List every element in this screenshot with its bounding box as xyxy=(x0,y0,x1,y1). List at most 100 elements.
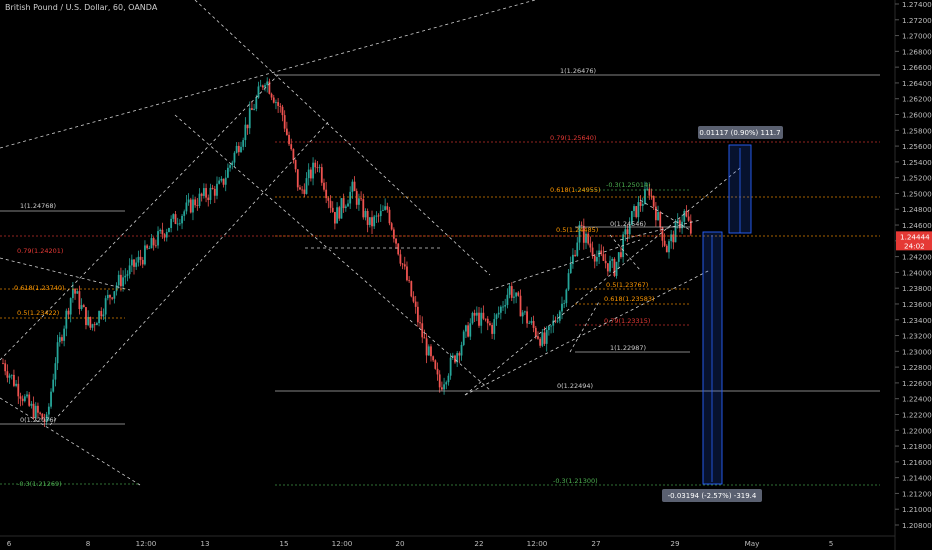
candle-body xyxy=(416,306,419,323)
candle-body xyxy=(222,178,225,185)
candle-body xyxy=(19,396,22,399)
candle-body xyxy=(279,105,282,107)
candle-body xyxy=(106,294,109,299)
candle-body xyxy=(69,298,72,315)
candle-body xyxy=(475,312,478,316)
candle-body xyxy=(596,256,598,262)
candle-body xyxy=(183,211,186,216)
candle-body xyxy=(148,248,151,250)
candle-body xyxy=(659,212,662,228)
candle-body xyxy=(425,338,428,356)
candle-body xyxy=(237,145,240,153)
candle-body xyxy=(486,318,489,324)
candle-body xyxy=(290,144,293,150)
candle-body xyxy=(646,188,649,190)
candle-body xyxy=(563,303,566,304)
candle-body xyxy=(327,198,330,201)
candle-body xyxy=(244,124,247,141)
price-tick-label: 1.27400 xyxy=(902,0,932,9)
candle-body xyxy=(364,210,367,218)
candle-body xyxy=(146,245,149,249)
candle-body xyxy=(165,231,168,238)
candle-body xyxy=(13,374,15,386)
candle-body xyxy=(41,413,44,420)
candle-body xyxy=(61,337,63,341)
candle-body xyxy=(541,332,544,346)
candle-body xyxy=(633,206,635,212)
candle-body xyxy=(543,332,546,344)
candle-body xyxy=(333,212,336,224)
candle-body xyxy=(412,296,415,302)
trend-line xyxy=(609,234,641,271)
candle-body xyxy=(82,305,85,308)
candle-body xyxy=(157,231,159,246)
candle-body xyxy=(397,243,400,255)
price-tick-label: 1.27200 xyxy=(902,16,932,25)
candle-body xyxy=(362,199,365,218)
candle-body xyxy=(126,274,129,276)
price-tick-label: 1.25000 xyxy=(902,189,932,198)
candle-body xyxy=(95,323,98,326)
candle-body xyxy=(406,266,408,281)
price-tick-label: 1.26600 xyxy=(902,63,932,72)
fib-level-label: -0.3(1.21269) xyxy=(17,480,62,488)
candle-body xyxy=(674,222,677,243)
candle-body xyxy=(211,187,214,189)
price-axis[interactable]: 1.27400 1.27200 1.27000 1.26800 1.26600 1.264… xyxy=(894,0,932,550)
candle-body xyxy=(172,214,175,219)
candle-body xyxy=(32,403,35,418)
symbol-title: British Pound / U.S. Dollar, 60, OANDA xyxy=(5,3,158,12)
candle-body xyxy=(242,140,245,147)
trend-line xyxy=(569,299,601,353)
candle-body xyxy=(294,159,297,170)
candle-body xyxy=(602,254,605,261)
measure-tool[interactable]: 0.01117 (0.90%) 111.7 -0.03194 (-2.57%) -… xyxy=(662,126,783,502)
time-tick-label: 8 xyxy=(86,539,91,548)
candle-body xyxy=(440,387,443,390)
fib-level-label: -0.3(1.25014) xyxy=(606,181,651,189)
candle-body xyxy=(454,355,456,363)
candle-body xyxy=(480,312,483,326)
candle-body xyxy=(421,323,424,338)
candle-body xyxy=(375,215,378,217)
candle-body xyxy=(152,238,155,246)
candle-body xyxy=(467,325,469,337)
candle-body xyxy=(58,337,61,343)
candle-body xyxy=(355,191,358,205)
fib-level-label: 0(1.22076) xyxy=(20,416,56,424)
time-tick-label: 6 xyxy=(7,539,12,548)
candle-body xyxy=(87,316,90,326)
candle-body xyxy=(220,178,223,181)
candle-body xyxy=(432,356,435,361)
candle-body xyxy=(209,187,212,200)
candle-body xyxy=(528,322,531,324)
measure-up-tooltip xyxy=(698,126,783,139)
candle-body xyxy=(685,210,688,217)
candle-body xyxy=(395,238,397,244)
candle-body xyxy=(93,324,96,326)
price-tick-label: 1.24200 xyxy=(902,253,932,262)
candle-body xyxy=(572,254,574,264)
candle-body xyxy=(128,265,131,275)
candle-body xyxy=(635,206,638,218)
candle-body xyxy=(641,204,644,206)
candle-body xyxy=(443,384,445,390)
candle-body xyxy=(253,108,256,110)
candle-body xyxy=(50,391,52,407)
candle-body xyxy=(358,198,360,205)
candle-body xyxy=(390,223,393,230)
candle-body xyxy=(336,207,338,224)
candle-body xyxy=(288,134,290,145)
price-tick-label: 1.22000 xyxy=(902,426,932,435)
measure-up-label: 0.01117 (0.90%) 111.7 xyxy=(699,129,780,137)
candle-body xyxy=(545,330,548,344)
candle-body xyxy=(668,241,670,253)
candle-body xyxy=(534,327,537,337)
candle-body xyxy=(373,216,376,227)
time-axis[interactable]: 6 8 12:00 13 15 12:00 20 22 12:00 27 29 May 5 xyxy=(0,535,895,548)
drawing-layer[interactable] xyxy=(0,0,741,486)
candle-body xyxy=(185,202,188,212)
candle-body xyxy=(550,325,552,327)
